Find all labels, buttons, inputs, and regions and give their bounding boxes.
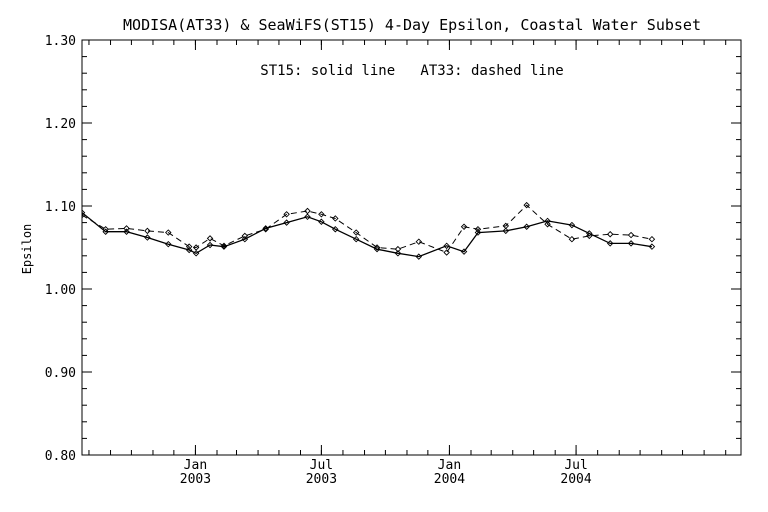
data-point-at33 xyxy=(165,229,172,236)
data-point-at33 xyxy=(373,244,381,251)
data-point-at33 xyxy=(241,232,249,240)
chart-title: MODISA(AT33) & SeaWiFS(ST15) 4-Day Epsil… xyxy=(123,16,701,34)
data-point-st15 xyxy=(460,248,468,255)
data-point-st15 xyxy=(185,246,193,254)
data-point-st15 xyxy=(332,226,339,233)
data-point-st15 xyxy=(502,227,510,235)
data-point-at33 xyxy=(502,222,510,230)
data-point-at33 xyxy=(627,231,635,239)
data-point-st15 xyxy=(206,241,214,249)
data-point-at33 xyxy=(220,242,228,250)
data-point-at33 xyxy=(185,243,193,250)
x-tick-month: Jul xyxy=(310,458,333,473)
data-point-at33 xyxy=(283,211,290,218)
data-point-at33 xyxy=(394,245,402,253)
data-point-at33 xyxy=(192,244,200,251)
data-point-at33 xyxy=(206,235,214,242)
x-tick-month: Jul xyxy=(564,458,587,473)
data-point-at33 xyxy=(332,215,339,222)
data-point-st15 xyxy=(318,218,325,226)
data-point-at33 xyxy=(304,207,311,215)
data-point-st15 xyxy=(394,250,402,257)
data-point-st15 xyxy=(241,235,249,243)
axes: 0.800.901.001.101.201.30Jan2003Jul2003Ja… xyxy=(45,34,741,487)
data-point-st15 xyxy=(123,228,130,235)
series-layer xyxy=(82,201,656,260)
data-point-at33 xyxy=(443,249,450,256)
data-point-at33 xyxy=(262,226,269,233)
data-point-at33 xyxy=(415,238,423,245)
data-point-st15 xyxy=(443,242,450,250)
data-point-at33 xyxy=(523,201,530,209)
data-point-at33 xyxy=(82,211,86,219)
data-point-st15 xyxy=(523,223,530,230)
data-point-st15 xyxy=(165,240,172,248)
y-tick-label: 0.90 xyxy=(45,366,76,381)
data-point-at33 xyxy=(102,226,109,233)
y-tick-label: 0.80 xyxy=(45,449,76,464)
x-tick-year: 2004 xyxy=(560,472,591,487)
data-point-at33 xyxy=(544,221,551,228)
x-tick-year: 2003 xyxy=(306,472,337,487)
x-tick-month: Jan xyxy=(438,458,461,473)
data-point-st15 xyxy=(192,250,200,257)
data-point-at33 xyxy=(474,226,482,233)
series-line-st15 xyxy=(82,212,653,258)
data-point-at33 xyxy=(606,230,614,238)
data-point-at33 xyxy=(586,232,593,240)
x-tick-year: 2004 xyxy=(434,472,465,487)
series-line-at33 xyxy=(82,204,652,254)
data-point-st15 xyxy=(474,229,482,236)
data-point-st15 xyxy=(415,253,423,260)
data-point-st15 xyxy=(627,240,635,247)
data-point-st15 xyxy=(304,213,311,221)
chart-annotation: ST15: solid line AT33: dashed line xyxy=(260,63,563,79)
y-tick-label: 1.20 xyxy=(45,117,76,132)
data-point-st15 xyxy=(544,217,551,225)
data-point-st15 xyxy=(144,234,151,241)
y-tick-label: 1.10 xyxy=(45,200,76,215)
data-point-st15 xyxy=(606,240,614,247)
data-point-at33 xyxy=(568,235,576,243)
data-point-st15 xyxy=(568,221,576,229)
data-point-st15 xyxy=(586,230,593,237)
data-point-at33 xyxy=(648,235,656,243)
x-tick-year: 2003 xyxy=(180,472,211,487)
data-point-at33 xyxy=(123,225,130,232)
data-point-st15 xyxy=(82,209,86,216)
data-point-st15 xyxy=(648,243,656,250)
data-point-st15 xyxy=(102,228,109,235)
plot-frame xyxy=(81,39,742,456)
data-point-st15 xyxy=(352,235,360,243)
y-tick-label: 1.30 xyxy=(45,34,76,49)
y-axis-label: Epsilon xyxy=(20,224,34,275)
x-tick-month: Jan xyxy=(184,458,207,473)
data-point-st15 xyxy=(283,219,290,226)
y-tick-label: 1.00 xyxy=(45,283,76,298)
data-point-at33 xyxy=(144,227,151,235)
data-point-at33 xyxy=(352,229,360,236)
data-point-st15 xyxy=(220,243,228,250)
data-point-at33 xyxy=(460,223,468,230)
data-point-at33 xyxy=(318,211,325,218)
